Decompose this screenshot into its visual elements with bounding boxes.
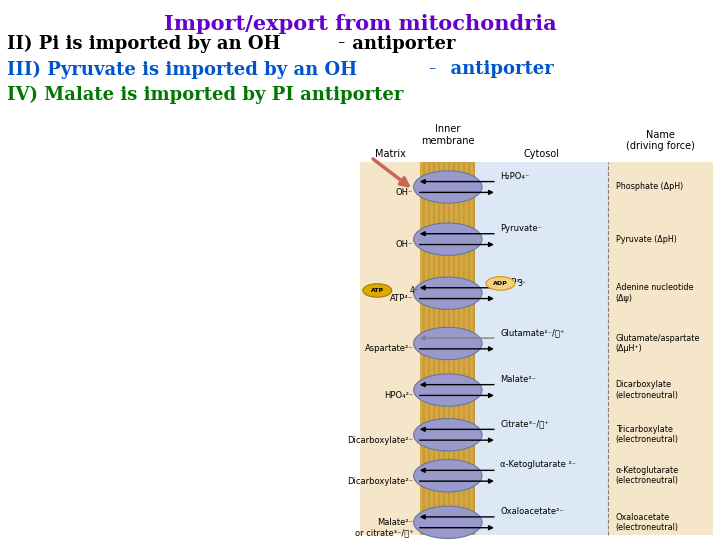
Text: ATP: ATP [371,288,384,293]
Text: α-Ketoglutarate ²⁻: α-Ketoglutarate ²⁻ [500,461,577,469]
Text: OH⁻: OH⁻ [396,240,413,249]
Text: Glutamate²⁻/ⓗ⁺: Glutamate²⁻/ⓗ⁺ [500,328,564,337]
Text: Inner
membrane: Inner membrane [421,124,474,146]
Ellipse shape [363,284,392,297]
Text: Oxaloacetate
(electroneutral): Oxaloacetate (electroneutral) [616,512,679,532]
Text: antiporter: antiporter [438,60,554,78]
Text: H₂PO₄⁻: H₂PO₄⁻ [500,172,530,181]
Text: Phosphate (ΔpH): Phosphate (ΔpH) [616,183,683,192]
Text: ADP: ADP [493,281,508,286]
Text: HPO₄²⁻: HPO₄²⁻ [384,391,413,400]
Ellipse shape [413,327,482,360]
Bar [453,162,455,535]
Text: ADP³⁻: ADP³⁻ [500,278,526,287]
Text: ⁻: ⁻ [428,65,435,79]
Ellipse shape [413,460,482,492]
Ellipse shape [413,277,482,309]
Text: 3⁻: 3⁻ [517,279,526,288]
Bar [468,162,470,535]
Text: 4⁻: 4⁻ [410,286,418,295]
Ellipse shape [413,223,482,255]
Ellipse shape [486,276,515,290]
Bar [608,162,713,535]
Text: Cytosol: Cytosol [523,149,560,159]
Ellipse shape [413,418,482,451]
Text: Glutamate/aspartate
(ΔμH⁺): Glutamate/aspartate (ΔμH⁺) [616,334,700,353]
Ellipse shape [413,374,482,406]
Ellipse shape [413,506,482,538]
Text: Malate²⁻: Malate²⁻ [500,375,536,384]
Bar [438,162,441,535]
Ellipse shape [413,171,482,203]
Bar [428,162,431,535]
Text: Malate²⁻
or citrate³⁻/ⓗ⁺: Malate²⁻ or citrate³⁻/ⓗ⁺ [354,518,413,537]
Text: Pyruvate (ΔpH): Pyruvate (ΔpH) [616,235,677,244]
Text: Adenine nucleotide
(Δψ): Adenine nucleotide (Δψ) [616,284,693,303]
Text: antiporter: antiporter [346,35,455,53]
Bar [448,162,450,535]
Bar [360,162,420,535]
Text: Name
(driving force): Name (driving force) [626,130,695,151]
Bar [475,162,608,535]
Text: Dicarboxylate
(electroneutral): Dicarboxylate (electroneutral) [616,380,679,400]
Bar [420,162,475,535]
Text: Citrate³⁻/ⓗ⁺: Citrate³⁻/ⓗ⁺ [500,420,549,428]
Text: Matrix: Matrix [375,149,405,159]
Bar [463,162,465,535]
Bar [423,162,426,535]
Text: ATP⁴⁻: ATP⁴⁻ [390,294,413,303]
Text: α-Ketoglutarate
(electroneutral): α-Ketoglutarate (electroneutral) [616,466,679,485]
Text: Pyruvate⁻: Pyruvate⁻ [500,224,542,233]
Text: III) Pyruvate is imported by an OH: III) Pyruvate is imported by an OH [7,60,357,79]
Text: Tricarboxylate
(electroneutral): Tricarboxylate (electroneutral) [616,425,679,444]
Bar [443,162,446,535]
Bar [433,162,436,535]
Text: Dicarboxylate²⁻: Dicarboxylate²⁻ [347,477,413,485]
Text: IV) Malate is imported by PI antiporter: IV) Malate is imported by PI antiporter [7,86,404,104]
Text: OH⁻: OH⁻ [396,188,413,197]
Text: ⁻: ⁻ [337,39,344,53]
Bar [458,162,460,535]
Text: Dicarboxylate²⁻: Dicarboxylate²⁻ [347,436,413,444]
Text: Import/export from mitochondria: Import/export from mitochondria [163,14,557,33]
Text: II) Pi is imported by an OH: II) Pi is imported by an OH [7,35,281,53]
Text: Oxaloacetate²⁻: Oxaloacetate²⁻ [500,507,564,516]
Text: Aspartate²⁻: Aspartate²⁻ [364,345,413,353]
Bar [473,162,475,535]
